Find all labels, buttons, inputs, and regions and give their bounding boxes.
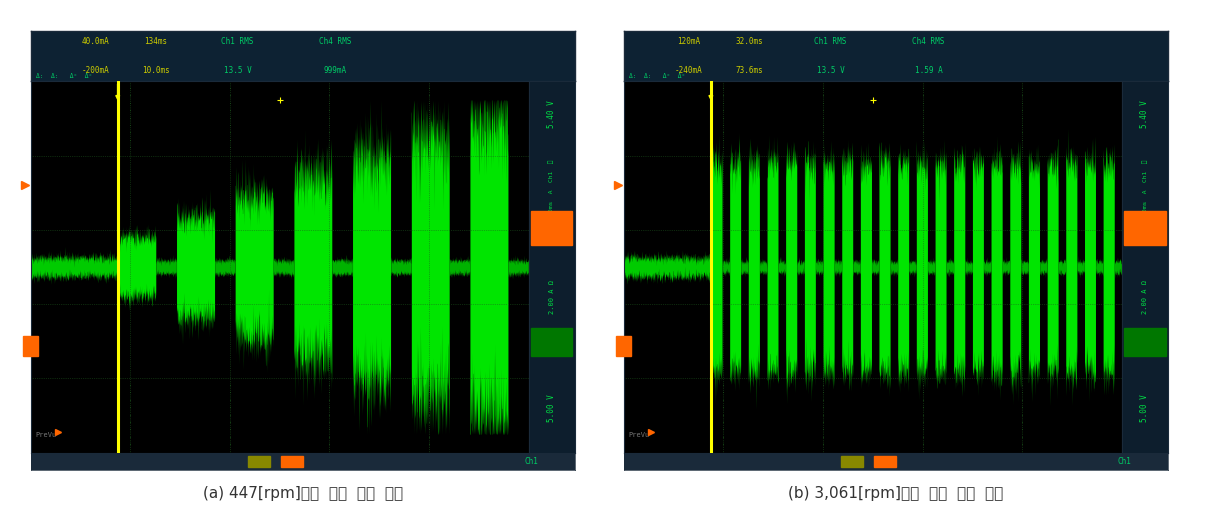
Bar [281, 456, 303, 467]
Text: Ch4 RMS: Ch4 RMS [319, 38, 351, 46]
Text: 2.00 A Ω: 2.00 A Ω [1142, 280, 1148, 314]
Text: Ch4: Ch4 [549, 336, 555, 349]
Text: Δ:  Δ:   Δ°  Δ°: Δ: Δ: Δ° Δ° [35, 74, 92, 79]
Text: -200mA: -200mA [82, 66, 110, 75]
Text: 5.00 V: 5.00 V [1140, 394, 1150, 422]
Text: PreVu: PreVu [629, 432, 649, 438]
Text: (b) 3,061[rpm]시의  입력  전류  파형: (b) 3,061[rpm]시의 입력 전류 파형 [788, 486, 1004, 501]
Text: Ch1: Ch1 [525, 457, 538, 466]
Text: M20.0ms  A  Ch1  ∯: M20.0ms A Ch1 ∯ [1142, 159, 1147, 227]
Bar [616, 336, 631, 356]
Text: 1.59 A: 1.59 A [915, 66, 943, 75]
Text: 5.40 V: 5.40 V [1140, 100, 1150, 127]
Text: 32.0ms: 32.0ms [735, 38, 763, 46]
Text: 13.5 V: 13.5 V [817, 66, 844, 75]
Text: (a) 447[rpm]시의  입력  전류  파형: (a) 447[rpm]시의 입력 전류 파형 [203, 486, 402, 501]
Text: Ch4: Ch4 [1142, 336, 1148, 349]
Bar [1124, 328, 1166, 356]
Text: -240mA: -240mA [675, 66, 703, 75]
Text: PreVu: PreVu [35, 432, 56, 438]
Text: 73.6ms: 73.6ms [735, 66, 763, 75]
Text: 120mA: 120mA [678, 38, 701, 46]
Text: M20.0ms  A  Ch1  ∯: M20.0ms A Ch1 ∯ [549, 159, 554, 227]
Text: Ch4 RMS: Ch4 RMS [912, 38, 944, 46]
Bar [1124, 211, 1166, 245]
Text: 2.00 A Ω: 2.00 A Ω [549, 280, 555, 314]
Text: Ch1 RMS: Ch1 RMS [815, 38, 846, 46]
Text: Ch1 RMS: Ch1 RMS [221, 38, 253, 46]
Text: 40.0mA: 40.0mA [82, 38, 110, 46]
Text: 13.5 V: 13.5 V [224, 66, 251, 75]
Bar [248, 456, 270, 467]
Bar [841, 456, 863, 467]
Text: Δ:  Δ:   Δ°  Δ°: Δ: Δ: Δ° Δ° [629, 74, 685, 79]
Text: 999mA: 999mA [324, 66, 347, 75]
Text: 10.0ms: 10.0ms [142, 66, 170, 75]
Bar [23, 336, 38, 356]
Bar [531, 328, 572, 356]
Text: 134ms: 134ms [144, 38, 168, 46]
Text: Ch1: Ch1 [1118, 457, 1131, 466]
Text: 11.60 %: 11.60 % [549, 213, 555, 243]
Text: 5.00 V: 5.00 V [547, 394, 556, 422]
Bar [874, 456, 895, 467]
Text: 5.40 V: 5.40 V [547, 100, 556, 127]
Bar [531, 211, 572, 245]
Text: 12.40 %: 12.40 % [1142, 213, 1148, 243]
